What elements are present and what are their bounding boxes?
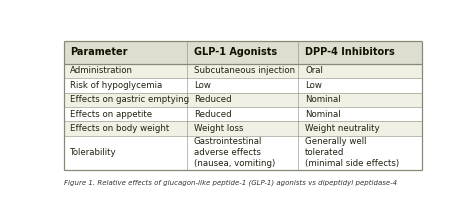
Text: Effects on gastric emptying: Effects on gastric emptying — [70, 95, 190, 104]
Bar — [187, 92, 299, 107]
Text: Parameter: Parameter — [70, 47, 128, 57]
Bar — [187, 107, 299, 121]
Bar — [299, 92, 422, 107]
Bar — [64, 107, 187, 121]
Text: Tolerability: Tolerability — [70, 148, 117, 157]
Text: Nominal: Nominal — [305, 110, 341, 119]
Text: Gastrointestinal
adverse effects
(nausea, vomiting): Gastrointestinal adverse effects (nausea… — [194, 137, 275, 168]
Text: Generally well
tolerated
(minimal side effects): Generally well tolerated (minimal side e… — [305, 137, 399, 168]
Text: Reduced: Reduced — [194, 95, 232, 104]
Text: GLP-1 Agonists: GLP-1 Agonists — [194, 47, 277, 57]
Text: Administration: Administration — [70, 66, 133, 75]
Bar — [64, 41, 187, 64]
Text: Effects on appetite: Effects on appetite — [70, 110, 153, 119]
Text: Low: Low — [194, 81, 211, 90]
Bar — [187, 64, 299, 78]
Bar — [187, 78, 299, 92]
Text: Weight neutrality: Weight neutrality — [305, 124, 380, 133]
Bar — [299, 78, 422, 92]
Bar — [299, 121, 422, 136]
Text: Risk of hypoglycemia: Risk of hypoglycemia — [70, 81, 163, 90]
Bar — [64, 121, 187, 136]
Bar — [64, 64, 187, 78]
Text: Figure 1. Relative effects of glucagon-like peptide-1 (GLP-1) agonists vs dipept: Figure 1. Relative effects of glucagon-l… — [64, 179, 397, 186]
Text: Nominal: Nominal — [305, 95, 341, 104]
Text: DPP-4 Inhibitors: DPP-4 Inhibitors — [305, 47, 395, 57]
Bar — [64, 136, 187, 170]
Text: Reduced: Reduced — [194, 110, 232, 119]
Text: Subcutaneous injection: Subcutaneous injection — [194, 66, 295, 75]
Text: Weight loss: Weight loss — [194, 124, 244, 133]
Bar — [187, 41, 299, 64]
Bar — [187, 136, 299, 170]
Bar — [64, 92, 187, 107]
Bar — [299, 41, 422, 64]
Bar — [299, 136, 422, 170]
Bar — [299, 107, 422, 121]
Bar — [299, 64, 422, 78]
Text: Oral: Oral — [305, 66, 323, 75]
Bar — [64, 78, 187, 92]
Text: Low: Low — [305, 81, 322, 90]
Bar — [187, 121, 299, 136]
Text: Effects on body weight: Effects on body weight — [70, 124, 170, 133]
